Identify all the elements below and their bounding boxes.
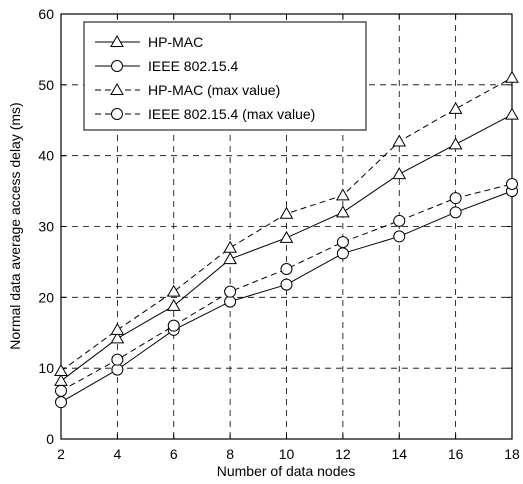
data-point: [505, 70, 519, 83]
data-point: [224, 295, 237, 308]
x-tick-label: 10: [279, 446, 295, 462]
data-point: [55, 384, 67, 397]
y-tick-label: 10: [38, 360, 54, 376]
data-point: [448, 137, 463, 150]
legend: HP-MAC IEEE 802.15.4 HP-MAC (max value) …: [83, 21, 367, 131]
x-tick-label: 14: [391, 446, 407, 462]
y-tick-label: 40: [38, 148, 54, 164]
x-tick-label: 8: [226, 446, 234, 462]
y-tick-label: 50: [38, 77, 54, 93]
data-point: [111, 363, 124, 376]
data-point: [166, 298, 181, 311]
data-point: [336, 236, 349, 249]
x-axis-label: Number of data nodes: [217, 463, 356, 479]
legend-marker: [110, 82, 124, 95]
legend-entry-ieee-802-15-4: IEEE 802.15.4: [95, 58, 239, 74]
x-tick-label: 18: [504, 446, 520, 462]
legend-entry-ieee-802-15-4-max: IEEE 802.15.4 (max value): [95, 106, 315, 122]
data-point: [336, 205, 350, 218]
data-point: [448, 101, 463, 114]
data-point: [392, 134, 407, 147]
legend-box: [83, 21, 367, 131]
series-2: [54, 70, 519, 376]
legend-label-hp-mac-max: HP-MAC (max value): [148, 82, 280, 98]
data-point: [111, 353, 124, 366]
data-point: [224, 285, 237, 298]
legend-label-ieee-802-15-4: IEEE 802.15.4: [148, 58, 239, 74]
x-tick-label: 6: [170, 446, 178, 462]
data-point: [54, 363, 68, 376]
data-point: [166, 284, 181, 297]
legend-label-ieee-802-15-4-max: IEEE 802.15.4 (max value): [148, 106, 315, 122]
y-tick-label: 0: [46, 431, 54, 447]
series-line: [60, 183, 513, 392]
data-point: [393, 214, 406, 227]
data-point: [280, 263, 293, 275]
legend-entry-hp-mac: HP-MAC: [95, 34, 203, 50]
y-tick-label: 60: [38, 6, 54, 22]
data-point: [279, 230, 294, 243]
legend-entry-hp-mac-max: HP-MAC (max value): [95, 82, 280, 98]
data-point: [392, 167, 407, 180]
data-point: [449, 206, 462, 219]
legend-marker: [111, 60, 123, 72]
x-tick-label: 2: [57, 446, 65, 462]
data-point: [506, 178, 518, 190]
y-tick-label: 30: [38, 219, 54, 235]
legend-symbol-ieee-802-15-4: [95, 60, 140, 72]
data-point: [223, 240, 237, 253]
data-point: [110, 331, 125, 344]
series-group: [54, 70, 519, 409]
data-point: [505, 107, 519, 120]
data-point: [167, 319, 180, 332]
legend-marker: [111, 108, 123, 120]
y-tick-label: 20: [38, 289, 54, 305]
legend-symbol-hp-mac-max: [95, 82, 140, 95]
legend-symbol-ieee-802-15-4-max: [95, 108, 140, 120]
x-tick-label: 16: [448, 446, 464, 462]
data-point: [336, 188, 350, 201]
series-3: [55, 178, 518, 397]
data-point: [279, 206, 294, 219]
series-0: [54, 107, 519, 386]
data-point: [393, 230, 406, 243]
data-point: [110, 322, 125, 335]
data-point: [336, 247, 349, 260]
y-axis-label: Normal data average access delay (ms): [7, 102, 23, 349]
legend-symbol-hp-mac: [95, 34, 140, 47]
data-point: [223, 252, 237, 265]
data-point: [55, 396, 67, 409]
legend-marker: [110, 34, 124, 47]
x-tick-label: 12: [335, 446, 351, 462]
data-point: [280, 278, 293, 291]
legend-label-hp-mac: HP-MAC: [148, 34, 203, 50]
data-point: [449, 192, 462, 205]
ticks: 2 4 6 8 10 12 14 16 18 0 10 20 30 40 50 60: [38, 6, 520, 462]
x-tick-label: 4: [113, 446, 121, 462]
